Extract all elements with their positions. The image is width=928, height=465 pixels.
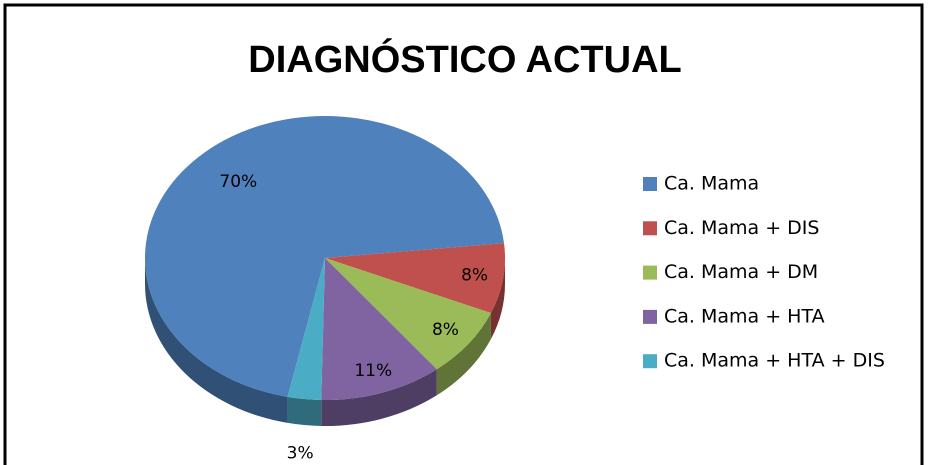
slice [287, 258, 325, 400]
data-label: 11% [354, 361, 392, 381]
legend-swatch [643, 265, 657, 280]
slice [325, 258, 491, 370]
data-label: 3% [287, 443, 314, 463]
slice [144, 116, 505, 397]
slice-side [287, 396, 322, 426]
legend-swatch [643, 221, 657, 236]
data-label: 70% [219, 172, 257, 192]
legend-label: Ca. Mama + HTA + DIS [664, 350, 885, 372]
legend-label: Ca. Mama [664, 173, 759, 195]
slice [321, 258, 437, 400]
pie-sides [145, 258, 505, 426]
chart-title: DIAGNÓSTICO ACTUAL [248, 37, 681, 81]
legend-swatch [643, 309, 657, 324]
legend-label: Ca. Mama + HTA [664, 305, 825, 327]
slice-side [145, 258, 288, 423]
slice-side [321, 369, 437, 426]
data-label: 8% [461, 265, 488, 285]
legend-swatch [643, 177, 657, 191]
slice [325, 243, 505, 314]
slice-side [490, 258, 505, 340]
legend-label: Ca. Mama + DM [664, 261, 818, 283]
legend-swatch [643, 354, 657, 369]
data-label: 8% [432, 320, 459, 340]
legend-label: Ca. Mama + DIS [664, 217, 819, 239]
slice-side [436, 313, 491, 396]
